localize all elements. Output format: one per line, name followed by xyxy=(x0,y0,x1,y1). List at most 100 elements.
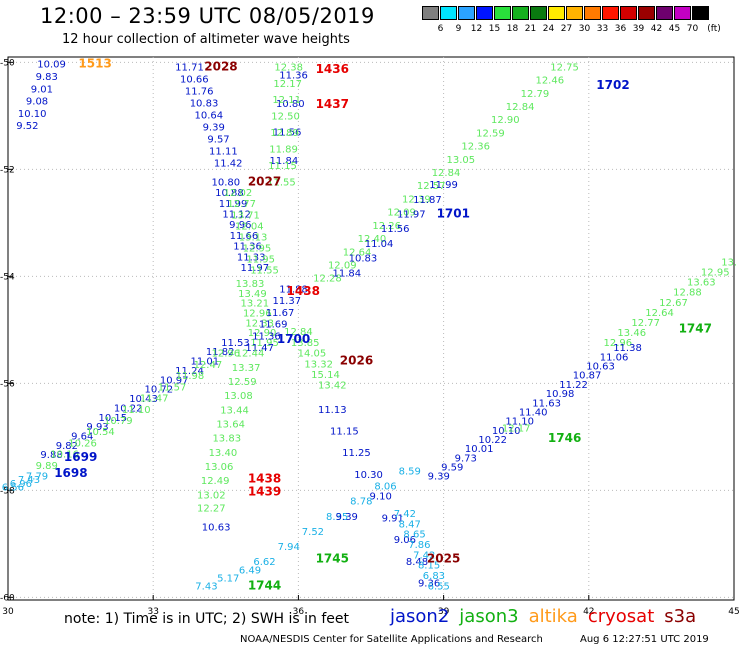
legend-label: 18 xyxy=(506,24,519,34)
y-tick-label: -60 xyxy=(0,593,15,603)
legend-label: 6 xyxy=(437,24,444,34)
swh-value: 13.40 xyxy=(209,448,238,459)
swh-value: 7.94 xyxy=(278,542,300,553)
swh-value: 9.96 xyxy=(229,220,251,231)
swh-value: 9.08 xyxy=(26,97,48,108)
swh-value: 7.52 xyxy=(302,527,324,538)
legend-label: 39 xyxy=(632,24,645,34)
legend-label: 45 xyxy=(668,24,681,34)
swh-value: 11.22 xyxy=(559,380,588,391)
swh-value: 12.57 xyxy=(417,181,446,192)
swh-value: 10.66 xyxy=(180,74,209,85)
legend-label: 33 xyxy=(596,24,609,34)
swh-value: 7.43 xyxy=(195,581,217,592)
swh-value: 11.11 xyxy=(209,147,238,158)
swh-value: 10.26 xyxy=(68,438,97,449)
pass-time-label: 2028 xyxy=(204,59,237,73)
swh-value: 12.04 xyxy=(235,221,264,232)
swh-value: 10.30 xyxy=(354,470,383,481)
swh-value: 11.88 xyxy=(279,284,308,295)
swh-value: 11.36 xyxy=(233,242,262,253)
pass-time-label: 1698 xyxy=(54,466,87,480)
swh-value: 9.89 xyxy=(36,461,58,472)
swh-value: 11.56 xyxy=(381,224,410,235)
legend-label: 12 xyxy=(470,24,483,34)
swh-value: 11.37 xyxy=(272,296,301,307)
swh-value: 11.97 xyxy=(241,263,270,274)
swh-value: 13.32 xyxy=(304,359,333,370)
swh-value: 11.99 xyxy=(219,199,248,210)
swh-value: 12.36 xyxy=(461,142,490,153)
swh-value: 9.88 xyxy=(40,450,62,461)
swh-value: 12.75 xyxy=(550,62,579,73)
swh-value: 11.67 xyxy=(266,308,295,319)
swh-value: 11.33 xyxy=(237,252,266,263)
swh-value: 11.36 xyxy=(252,331,281,342)
swh-value: 12.47 xyxy=(194,360,223,371)
swh-value: 9.93 xyxy=(86,422,108,433)
swh-value: 9.10 xyxy=(370,492,392,503)
legend-label: 30 xyxy=(578,24,591,34)
legend-label: 9 xyxy=(455,24,462,34)
swh-value: 12.84 xyxy=(432,168,461,179)
swh-value: 12.17 xyxy=(502,423,531,434)
swh-value: 12.59 xyxy=(476,128,505,139)
swh-value: 8.48 xyxy=(406,557,428,568)
swh-value: 11.84 xyxy=(332,268,361,279)
map-frame xyxy=(7,56,735,601)
swh-value: 12.59 xyxy=(228,377,257,388)
swh-value: 13.21 xyxy=(241,299,270,310)
swh-value: 14.05 xyxy=(298,349,327,360)
swh-value: 12.95 xyxy=(701,268,730,279)
legend-label: 24 xyxy=(542,24,555,34)
pass-time-label: 2026 xyxy=(340,354,373,368)
swh-value: 12.39 xyxy=(402,194,431,205)
swh-value: 13.46 xyxy=(617,328,646,339)
swh-value: 12.79 xyxy=(521,89,550,100)
mission-jason2: jason2 xyxy=(390,606,450,627)
legend-swatch xyxy=(638,6,655,20)
y-tick-label: -52 xyxy=(0,165,15,175)
swh-value: 10.87 xyxy=(573,371,602,382)
swh-value: 10.10 xyxy=(18,109,47,120)
swh-value: 11.82 xyxy=(206,347,235,358)
swh-value: 12.11 xyxy=(272,95,301,106)
swh-value: 11.57 xyxy=(158,382,187,393)
legend-swatch xyxy=(620,6,637,20)
pass-time-label: 2025 xyxy=(427,552,460,566)
y-tick-label: -56 xyxy=(0,379,15,389)
swh-value: 11.01 xyxy=(191,357,220,368)
swh-value: 10.43 xyxy=(129,394,158,405)
swh-value: 11.25 xyxy=(342,448,371,459)
pass-time-label: 1746 xyxy=(548,431,581,445)
pass-time-label: 1702 xyxy=(596,78,629,92)
swh-value: 12.26 xyxy=(372,221,401,232)
swh-value: 13.05 xyxy=(447,155,476,166)
x-tick-label: 39 xyxy=(438,607,450,617)
swh-value: 11.06 xyxy=(600,352,629,363)
swh-value: 10.97 xyxy=(160,375,189,386)
legend-label: 36 xyxy=(614,24,627,34)
swh-value: 12.38 xyxy=(274,62,303,73)
pass-time-label: 1747 xyxy=(679,322,712,336)
pass-time-label: 1701 xyxy=(437,206,470,220)
swh-value: 8.15 xyxy=(418,561,440,572)
swh-value: 9.39 xyxy=(203,123,225,134)
swh-value: 13. xyxy=(721,258,737,269)
swh-value: 8.47 xyxy=(399,519,421,530)
legend-swatch xyxy=(602,6,619,20)
swh-value: 11.84 xyxy=(270,156,299,167)
legend-swatch xyxy=(656,6,673,20)
swh-value: 8.06 xyxy=(374,481,396,492)
swh-value: 13.83 xyxy=(212,434,241,445)
swh-value: 13.83 xyxy=(236,279,265,290)
legend-swatch xyxy=(530,6,547,20)
swh-value: 6.56 xyxy=(2,482,24,493)
color-scale-legend: 6 9 12 15 18 21 24 27 30 33 36 39 42 45 70 (ft) xyxy=(422,6,728,38)
mission-s3a: s3a xyxy=(664,606,697,627)
swh-value: 7.86 xyxy=(408,540,430,551)
pass-time-label: 1745 xyxy=(316,552,349,566)
swh-value: 10.88 xyxy=(215,188,244,199)
x-tick-label: 45 xyxy=(728,607,739,617)
legend-label: 27 xyxy=(560,24,573,34)
